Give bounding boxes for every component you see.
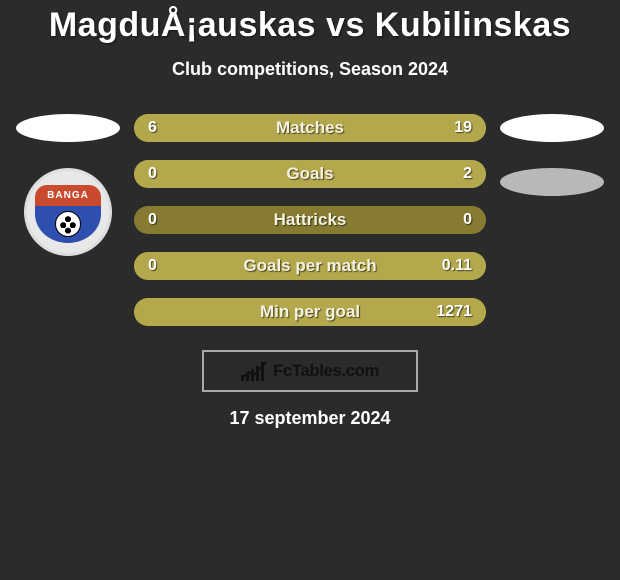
right-club-badge-placeholder (500, 168, 604, 196)
comparison-card: MagduÅ¡auskas vs Kubilinskas Club compet… (0, 0, 620, 429)
left-player-col: BANGA (8, 114, 128, 256)
stat-label: Goals (286, 164, 333, 184)
stats-column: 6 19 Matches 0 2 Goals 0 0 Hattricks 0 0.11 Goals p… (128, 114, 492, 326)
content-row: BANGA 6 19 Matches 0 2 Goals 0 0 Hattricks 0 0.11 G… (0, 114, 620, 326)
stat-bar: 0 2 Goals (134, 160, 486, 188)
right-player-col (492, 114, 612, 196)
stat-right-value: 19 (454, 119, 472, 137)
date-line: 17 september 2024 (0, 408, 620, 429)
stat-label: Goals per match (243, 256, 376, 276)
stat-bar: 6 19 Matches (134, 114, 486, 142)
stat-right-value: 1271 (436, 303, 472, 321)
stat-bar: 0 0.11 Goals per match (134, 252, 486, 280)
stat-left-value: 6 (148, 119, 157, 137)
stat-label: Hattricks (274, 210, 347, 230)
brand-text: FcTables.com (273, 361, 379, 381)
brand-chart-icon (241, 361, 267, 381)
left-club-badge: BANGA (24, 168, 112, 256)
stat-bar: 1271 Min per goal (134, 298, 486, 326)
stat-bar: 0 0 Hattricks (134, 206, 486, 234)
soccer-ball-icon (55, 211, 81, 237)
stat-left-value: 0 (148, 211, 157, 229)
stat-fill-left (134, 114, 218, 142)
stat-right-value: 0.11 (442, 257, 472, 275)
left-player-avatar-placeholder (16, 114, 120, 142)
stat-left-value: 0 (148, 257, 157, 275)
page-subtitle: Club competitions, Season 2024 (0, 59, 620, 80)
club-badge-bottom (35, 206, 101, 243)
right-player-avatar-placeholder (500, 114, 604, 142)
stat-fill-right (218, 114, 486, 142)
stat-right-value: 2 (463, 165, 472, 183)
stat-label: Matches (276, 118, 344, 138)
club-badge-inner: BANGA (35, 185, 101, 243)
stat-left-value: 0 (148, 165, 157, 183)
stat-right-value: 0 (463, 211, 472, 229)
club-badge-top: BANGA (35, 185, 101, 206)
stat-label: Min per goal (260, 302, 360, 322)
brand-box[interactable]: FcTables.com (202, 350, 418, 392)
page-title: MagduÅ¡auskas vs Kubilinskas (0, 6, 620, 45)
trend-line-icon (241, 361, 267, 381)
